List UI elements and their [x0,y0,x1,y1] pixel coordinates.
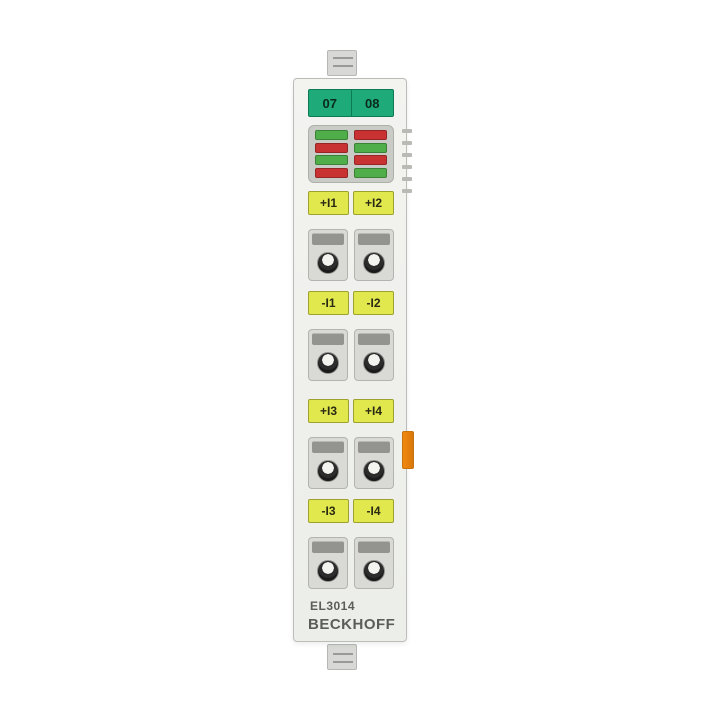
product-id: EL3014 [310,599,355,613]
led-row [315,155,387,165]
green-led [315,155,348,165]
terminal: 5 [354,229,394,281]
channel-label-row: -I3-I4 [308,499,394,523]
terminal-release [358,233,390,245]
din-rail-tab-bottom [327,644,357,670]
terminal-hole [363,252,385,274]
terminal-release [358,333,390,345]
terminal-row: 26 [308,329,394,381]
terminal-release [312,541,344,553]
terminal-row: 37 [308,437,394,489]
terminal: 2 [308,329,348,381]
terminal-row: 48 [308,537,394,589]
channel-tag: -I4 [353,499,394,523]
channel-tag: -I3 [308,499,349,523]
terminal-hole [363,560,385,582]
channel-tag: -I2 [353,291,394,315]
terminal-hole [317,252,339,274]
terminal-hole [317,460,339,482]
channel-label-row: +I1+I2 [308,191,394,215]
channel-tag: +I1 [308,191,349,215]
contact-pin [402,189,412,193]
terminal-hole [317,560,339,582]
terminal-release [312,233,344,245]
terminal-release [358,441,390,453]
green-led [315,130,348,140]
terminal-hole [363,352,385,374]
terminal: 4 [308,537,348,589]
channel-tag: +I4 [353,399,394,423]
channel-tag: -I1 [308,291,349,315]
channel-label-row: +I3+I4 [308,399,394,423]
category-07: 07 [309,90,351,116]
red-led [315,168,348,178]
category-08: 08 [351,90,394,116]
red-led [354,130,387,140]
red-led [315,143,348,153]
terminal: 7 [354,437,394,489]
top-category-labels: 07 08 [308,89,394,117]
channel-tag: +I3 [308,399,349,423]
green-led [354,143,387,153]
green-led [354,168,387,178]
terminal-row: 15 [308,229,394,281]
channel-tag: +I2 [353,191,394,215]
orange-latch [402,431,414,469]
module-body: 07 08 +I1+I215-I1-I226+I3+I437-I3-I448 E… [293,78,407,642]
led-row [315,130,387,140]
terminal-hole [363,460,385,482]
red-led [354,155,387,165]
terminal-module: 07 08 +I1+I215-I1-I226+I3+I437-I3-I448 E… [275,50,445,670]
terminal: 1 [308,229,348,281]
terminal-release [312,441,344,453]
led-row [315,168,387,178]
terminal-release [312,333,344,345]
terminal: 3 [308,437,348,489]
channel-label-row: -I1-I2 [308,291,394,315]
led-status-block [308,125,394,183]
terminal-release [358,541,390,553]
terminal: 8 [354,537,394,589]
contact-pin [402,165,412,169]
brand-label: BECKHOFF [308,616,395,633]
terminal-hole [317,352,339,374]
din-rail-tab-top [327,50,357,76]
contact-pin [402,141,412,145]
contact-pin [402,129,412,133]
terminal: 6 [354,329,394,381]
led-row [315,143,387,153]
contact-pin [402,177,412,181]
contact-pin [402,153,412,157]
